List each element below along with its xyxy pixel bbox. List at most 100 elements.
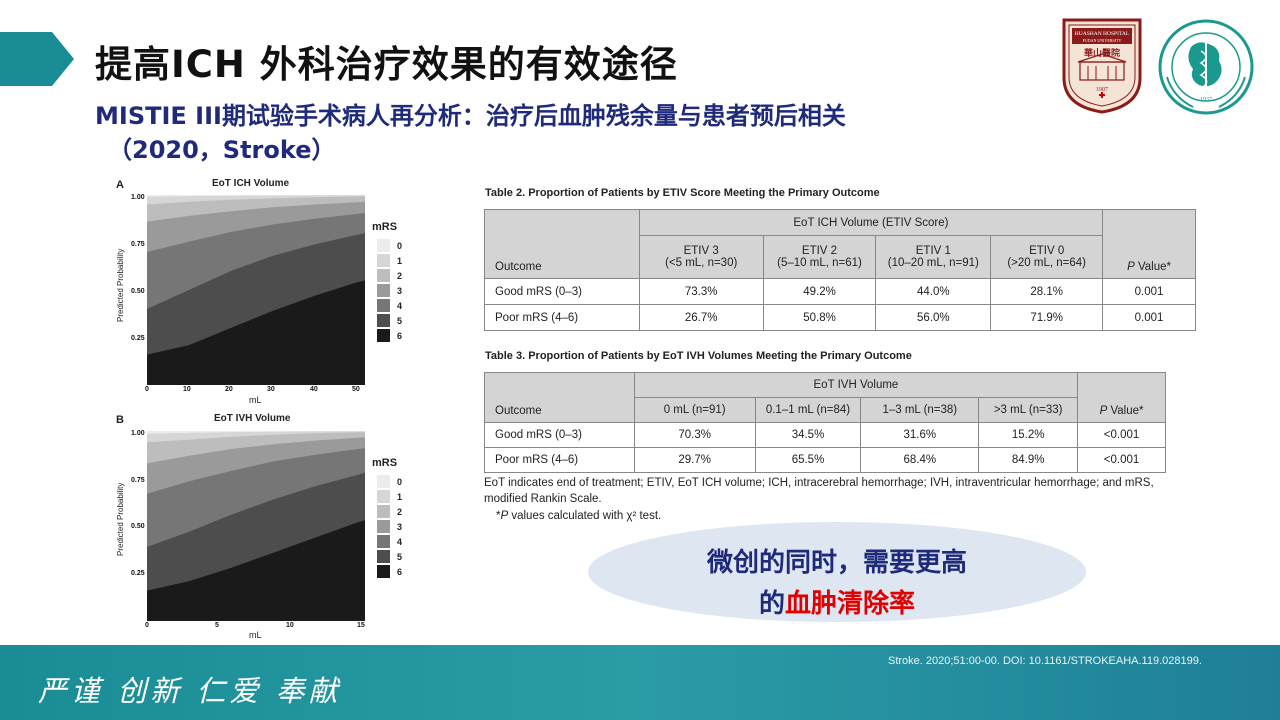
legend-item: 3 [377,520,402,533]
table-2-p-header: P Value* [1102,209,1196,279]
table-2-cell: 71.9% [990,304,1104,331]
chart-a-xtick: 40 [310,386,318,393]
chart-a-ytick: 0.50 [131,288,145,295]
legend-label: 1 [397,491,403,502]
legend-item: 1 [377,254,402,267]
legend-swatch [377,505,390,518]
table-2-col-etiv3: ETIV 3 (<5 mL, n=30) [638,235,764,279]
legend-label: 6 [397,330,403,341]
chart-b-xtick: 0 [145,622,149,629]
legend-label: 5 [397,315,403,326]
table-3-col-0ml: 0 mL (n=91) [633,397,756,423]
table-2-cell: 50.8% [762,304,877,331]
table-2-cell: 56.0% [875,304,992,331]
table-row: Good mRS (0–3) 70.3% 34.5% 31.6% 15.2% <… [484,422,1166,448]
university-hospital-emblem: 1937 [1155,17,1258,117]
table-3-col-gt3ml: >3 mL (n=33) [978,397,1079,423]
legend-swatch [377,535,390,548]
legend-label: 5 [397,551,403,562]
chart-a-plot [147,195,365,385]
table-2-caption: Table 2. Proportion of Patients by ETIV … [485,187,880,199]
page-subtitle-source: （2020，Stroke） [108,136,336,164]
page-title: 提高ICH 外科治疗效果的有效途径 [95,43,678,86]
table-3-row-label: Poor mRS (4–6) [484,447,635,473]
legend-swatch [377,254,390,267]
chart-a-xlabel: mL [249,395,262,405]
legend-item: 5 [377,314,402,327]
table-3-cell: 68.4% [860,447,980,473]
table-row: Poor mRS (4–6) 26.7% 50.8% 56.0% 71.9% 0… [484,304,1196,331]
huashan-hospital-logo: HUASHAN HOSPITAL FUDAN UNIVERSITY 華山醫院 1… [1062,18,1142,114]
chart-b-title: EoT IVH Volume [214,413,291,424]
chart-b-ytick: 0.25 [131,570,145,577]
table-2-group-header: EoT ICH Volume (ETIV Score) [638,209,1104,236]
table-3-p-header: P Value* [1077,372,1166,423]
svg-text:HUASHAN HOSPITAL: HUASHAN HOSPITAL [1075,31,1130,37]
chart-a-legend-title: mRS [372,221,398,233]
legend-item: 6 [377,565,402,578]
table-2-col-etiv1: ETIV 1 (10–20 mL, n=91) [875,235,992,279]
table-3-col-1-3ml: 1–3 mL (n=38) [860,397,980,423]
table-footnote-pvalue: *P values calculated with χ² test. [496,510,662,522]
chart-a-ytick: 0.75 [131,241,145,248]
table-2-cell: 28.1% [990,278,1104,305]
legend-swatch [377,314,390,327]
legend-label: 3 [397,521,403,532]
footer-bar [0,645,1280,720]
table-3-cell: 84.9% [978,447,1079,473]
table-2-row-label: Poor mRS (4–6) [484,304,640,331]
chart-a-ytick: 1.00 [131,194,145,201]
chart-a-xtick: 0 [145,386,149,393]
mrs-6-band [147,280,365,385]
table-3-row-label: Good mRS (0–3) [484,422,635,448]
chart-a-ytick: 0.25 [131,335,145,342]
legend-label: 3 [397,285,403,296]
chart-b-panel-label: B [116,414,124,426]
legend-swatch [377,239,390,252]
callout-line2: 的血肿清除率 [758,589,916,619]
chart-a-xtick: 20 [225,386,233,393]
chart-b-xlabel: mL [249,630,262,640]
table-2-cell: 44.0% [875,278,992,305]
table-3-group-header: EoT IVH Volume [633,372,1079,398]
chart-b-xtick: 5 [215,622,219,629]
chart-b-xtick: 10 [286,622,294,629]
callout-ellipse [588,522,1086,622]
table-3-cell: 31.6% [860,422,980,448]
chart-a-ylabel: Predicted Probability [116,248,125,322]
table-3-cell: 70.3% [633,422,756,448]
legend-swatch [377,269,390,282]
legend-item: 3 [377,284,402,297]
svg-text:1937: 1937 [1200,97,1212,103]
legend-item: 0 [377,475,402,488]
chart-a-xtick: 50 [352,386,360,393]
chart-a-title: EoT ICH Volume [212,178,290,189]
table-2-cell: 49.2% [762,278,877,305]
legend-swatch [377,565,390,578]
table-2-cell: 73.3% [638,278,764,305]
legend-label: 4 [397,536,403,547]
table-row: Good mRS (0–3) 73.3% 49.2% 44.0% 28.1% 0… [484,278,1196,305]
legend-item: 0 [377,239,402,252]
legend-swatch [377,490,390,503]
legend-item: 2 [377,269,402,282]
table-2-p-cell: 0.001 [1102,278,1196,305]
chart-b-ytick: 1.00 [131,430,145,437]
legend-label: 1 [397,255,403,266]
chart-b-ylabel: Predicted Probability [116,482,125,556]
table-2-outcome-header: Outcome [484,209,640,279]
table-3: Outcome EoT IVH Volume P Value* 0 mL (n=… [484,372,1166,473]
legend-label: 6 [397,566,403,577]
legend-item: 1 [377,490,402,503]
table-3-p-cell: <0.001 [1077,422,1166,448]
chart-b-ytick: 0.50 [131,523,145,530]
legend-swatch [377,520,390,533]
table-2-row-label: Good mRS (0–3) [484,278,640,305]
hospital-motto: 严谨 创新 仁爱 奉献 [38,674,342,708]
table-row: Poor mRS (4–6) 29.7% 65.5% 68.4% 84.9% <… [484,447,1166,473]
legend-swatch [377,475,390,488]
legend-swatch [377,329,390,342]
legend-item: 4 [377,299,402,312]
mrs-6-band [147,520,365,621]
table-2-p-cell: 0.001 [1102,304,1196,331]
